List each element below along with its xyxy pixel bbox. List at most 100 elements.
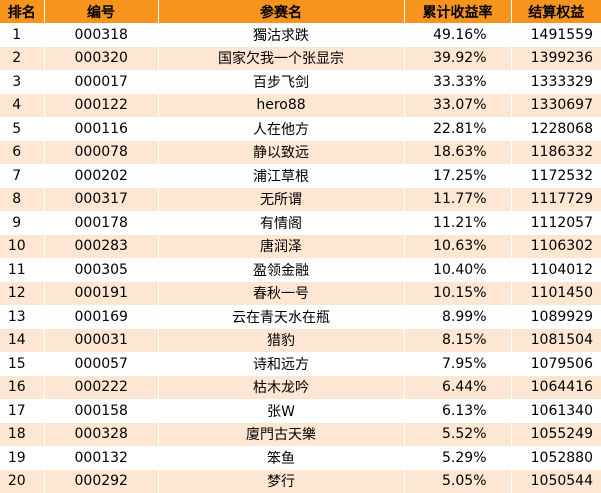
cell-code: 000292	[44, 469, 159, 493]
cell-rank: 2	[0, 46, 45, 70]
cell-equity: 1089929	[511, 305, 601, 329]
cell-rank: 15	[0, 352, 45, 376]
table-body: 1 000318 獨沽求跌 49.16% 1491559 2 000320 国家欠我一个张显宗…	[0, 23, 601, 493]
cell-rank: 13	[0, 305, 45, 329]
cell-equity: 1055249	[511, 422, 601, 446]
cell-return: 49.16%	[404, 23, 512, 47]
cell-return: 5.05%	[404, 469, 512, 493]
cell-rank: 10	[0, 234, 45, 258]
cell-name: 枯木龙吟	[158, 375, 405, 399]
cell-rank: 16	[0, 375, 45, 399]
cell-return: 10.40%	[404, 258, 512, 282]
table-row: 3 000017 百步飞剑 33.33% 1333329	[0, 70, 601, 94]
cell-name: 云在青天水在瓶	[158, 305, 405, 329]
cell-code: 000057	[44, 352, 159, 376]
cell-code: 000116	[44, 117, 159, 141]
table-row: 5 000116 人在他方 22.81% 1228068	[0, 117, 601, 141]
cell-equity: 1052880	[511, 446, 601, 470]
cell-return: 39.92%	[404, 46, 512, 70]
cell-rank: 9	[0, 211, 45, 235]
cell-equity: 1104012	[511, 258, 601, 282]
header-rank: 排名	[0, 0, 45, 23]
cell-code: 000078	[44, 140, 159, 164]
cell-return: 8.15%	[404, 328, 512, 352]
cell-rank: 20	[0, 469, 45, 493]
cell-return: 5.52%	[404, 422, 512, 446]
cell-equity: 1172532	[511, 164, 601, 188]
cell-equity: 1101450	[511, 281, 601, 305]
cell-name: 笨鱼	[158, 446, 405, 470]
header-code: 编号	[44, 0, 159, 23]
table-row: 16 000222 枯木龙吟 6.44% 1064416	[0, 375, 601, 399]
cell-name: 猎豹	[158, 328, 405, 352]
cell-rank: 17	[0, 399, 45, 423]
table-row: 20 000292 梦行 5.05% 1050544	[0, 469, 601, 493]
cell-equity: 1079506	[511, 352, 601, 376]
cell-equity: 1117729	[511, 187, 601, 211]
cell-rank: 14	[0, 328, 45, 352]
cell-return: 18.63%	[404, 140, 512, 164]
cell-name: 廈門古天樂	[158, 422, 405, 446]
cell-return: 17.25%	[404, 164, 512, 188]
cell-return: 7.95%	[404, 352, 512, 376]
cell-code: 000191	[44, 281, 159, 305]
cell-name: 诗和远方	[158, 352, 405, 376]
cell-name: 有情阁	[158, 211, 405, 235]
table-row: 4 000122 hero88 33.07% 1330697	[0, 93, 601, 117]
cell-rank: 6	[0, 140, 45, 164]
cell-name: 百步飞剑	[158, 70, 405, 94]
table-row: 12 000191 春秋一号 10.15% 1101450	[0, 281, 601, 305]
cell-return: 22.81%	[404, 117, 512, 141]
table-row: 17 000158 张W 6.13% 1061340	[0, 399, 601, 423]
cell-rank: 11	[0, 258, 45, 282]
cell-code: 000317	[44, 187, 159, 211]
cell-name: 国家欠我一个张显宗	[158, 46, 405, 70]
cell-name: 梦行	[158, 469, 405, 493]
cell-code: 000178	[44, 211, 159, 235]
cell-equity: 1106302	[511, 234, 601, 258]
table-row: 11 000305 盈领金融 10.40% 1104012	[0, 258, 601, 282]
header-equity: 结算权益	[511, 0, 601, 23]
cell-code: 000283	[44, 234, 159, 258]
cell-name: 人在他方	[158, 117, 405, 141]
cell-equity: 1186332	[511, 140, 601, 164]
cell-return: 11.21%	[404, 211, 512, 235]
cell-return: 6.44%	[404, 375, 512, 399]
cell-name: 春秋一号	[158, 281, 405, 305]
table-row: 7 000202 浦江草根 17.25% 1172532	[0, 164, 601, 188]
cell-equity: 1228068	[511, 117, 601, 141]
cell-code: 000320	[44, 46, 159, 70]
table-row: 8 000317 无所谓 11.77% 1117729	[0, 187, 601, 211]
cell-code: 000169	[44, 305, 159, 329]
cell-return: 33.33%	[404, 70, 512, 94]
cell-equity: 1399236	[511, 46, 601, 70]
cell-return: 10.15%	[404, 281, 512, 305]
table-row: 15 000057 诗和远方 7.95% 1079506	[0, 352, 601, 376]
cell-rank: 1	[0, 23, 45, 47]
cell-rank: 12	[0, 281, 45, 305]
cell-name: 静以致远	[158, 140, 405, 164]
header-return: 累计收益率	[404, 0, 512, 23]
cell-name: 无所谓	[158, 187, 405, 211]
table-row: 2 000320 国家欠我一个张显宗 39.92% 1399236	[0, 46, 601, 70]
cell-code: 000318	[44, 23, 159, 47]
cell-return: 10.63%	[404, 234, 512, 258]
table-row: 14 000031 猎豹 8.15% 1081504	[0, 328, 601, 352]
table-header: 排名 编号 参赛名 累计收益率 结算权益	[0, 0, 601, 23]
table-row: 6 000078 静以致远 18.63% 1186332	[0, 140, 601, 164]
cell-equity: 1491559	[511, 23, 601, 47]
header-row: 排名 编号 参赛名 累计收益率 结算权益	[0, 0, 601, 23]
cell-code: 000031	[44, 328, 159, 352]
cell-equity: 1064416	[511, 375, 601, 399]
cell-equity: 1330697	[511, 93, 601, 117]
cell-rank: 18	[0, 422, 45, 446]
cell-code: 000202	[44, 164, 159, 188]
cell-return: 11.77%	[404, 187, 512, 211]
cell-code: 000132	[44, 446, 159, 470]
cell-name: 盈领金融	[158, 258, 405, 282]
table-row: 18 000328 廈門古天樂 5.52% 1055249	[0, 422, 601, 446]
cell-equity: 1061340	[511, 399, 601, 423]
cell-rank: 3	[0, 70, 45, 94]
cell-name: 唐润泽	[158, 234, 405, 258]
